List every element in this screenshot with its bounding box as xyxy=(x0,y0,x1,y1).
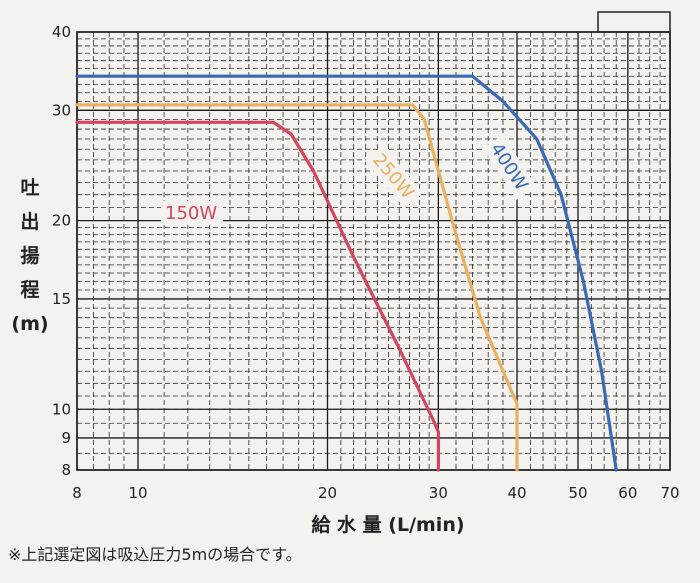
x-tick-label: 20 xyxy=(318,484,337,502)
y-tick-label: 10 xyxy=(52,400,71,418)
y-tick-label: 40 xyxy=(52,23,71,41)
y-tick-label: 8 xyxy=(61,461,71,479)
y-axis-label-char: 揚 xyxy=(20,244,39,267)
y-axis-label-char: (m) xyxy=(11,313,48,335)
y-tick-label: 9 xyxy=(61,429,71,447)
series-label-bg xyxy=(161,201,223,225)
x-axis-label: 給 水 量 (L/min) xyxy=(311,513,464,536)
x-tick-label: 50 xyxy=(568,484,587,502)
y-axis-label-char: 出 xyxy=(20,210,39,233)
x-tick-label: 60 xyxy=(618,484,637,502)
y-axis-label-char: 程 xyxy=(20,279,39,301)
y-axis-label-char: 吐 xyxy=(20,177,39,199)
series-line-250W xyxy=(75,103,519,472)
y-tick-label: 15 xyxy=(52,290,71,308)
y-tick-label: 30 xyxy=(52,101,71,119)
series-line-400W xyxy=(75,74,618,472)
footnote: ※上記選定図は吸込圧力5mの場合です。 xyxy=(8,545,302,564)
grid-minor xyxy=(76,31,671,471)
x-tick-label: 30 xyxy=(429,484,448,502)
series-label-150W: 150W xyxy=(165,203,217,224)
x-tick-label: 40 xyxy=(507,484,526,502)
x-tick-label: 70 xyxy=(660,484,679,502)
series-label-bg xyxy=(364,145,424,209)
x-tick-label: 8 xyxy=(72,484,82,502)
series-label-bg xyxy=(482,134,537,200)
grid-major xyxy=(76,31,671,471)
x-tick-label: 10 xyxy=(128,484,147,502)
series-line-150W xyxy=(75,120,440,472)
series-layer xyxy=(75,74,618,472)
y-tick-label: 20 xyxy=(52,212,71,230)
plot-frame xyxy=(76,31,671,471)
tick-layer: 8 10 20 30 40 50 60 70 8 9 10 15 20 30 40 xyxy=(52,23,680,502)
corner-box xyxy=(597,11,671,33)
